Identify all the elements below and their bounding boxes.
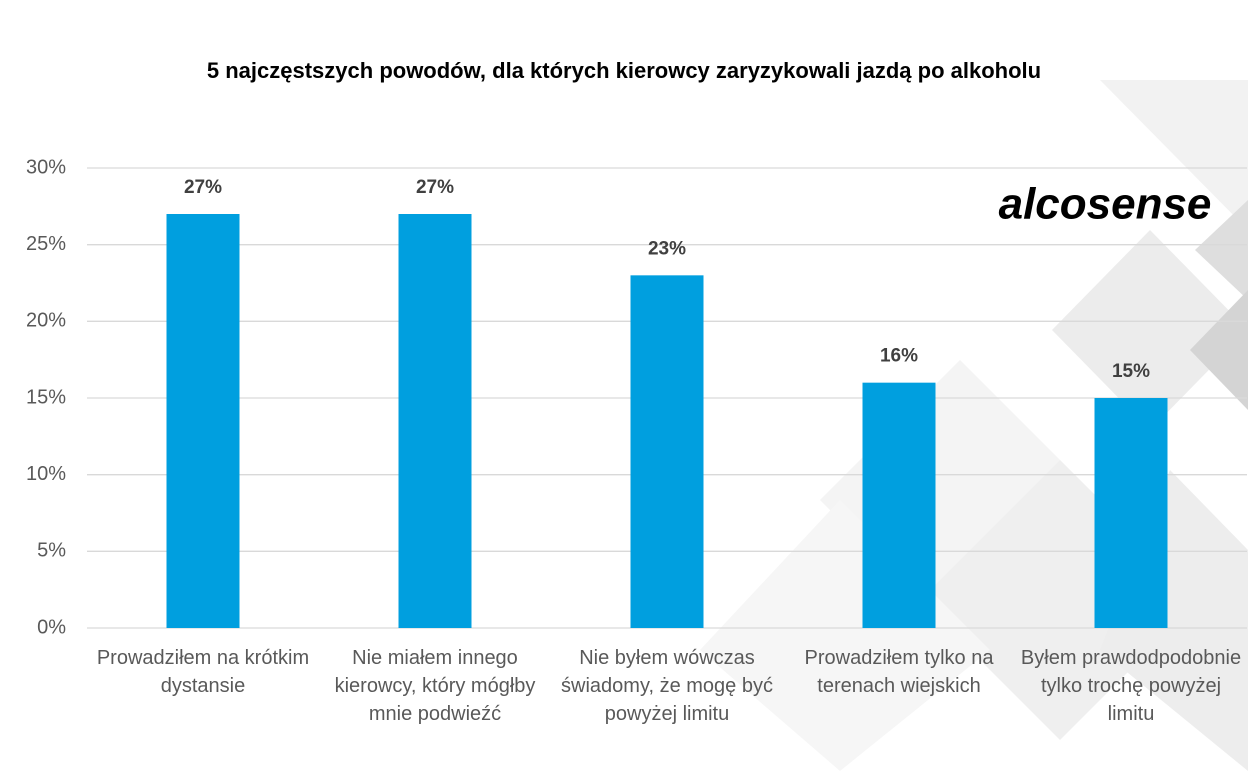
data-label: 16% (880, 346, 918, 367)
y-tick-label: 15% (26, 386, 66, 408)
data-label: 23% (648, 238, 686, 259)
bar (862, 382, 936, 628)
x-tick-label: Nie byłem wówczas świadomy, że mogę być … (561, 647, 773, 725)
y-tick-label: 25% (26, 233, 66, 255)
brand-logo: alcosense (999, 180, 1212, 229)
y-tick-label: 0% (37, 616, 66, 638)
data-label: 27% (416, 177, 454, 198)
y-tick-label: 30% (26, 156, 66, 178)
bar (398, 214, 472, 628)
chart-title: 5 najczęstszych powodów, dla których kie… (207, 58, 1041, 83)
y-tick-label: 5% (37, 540, 66, 562)
bar (1094, 398, 1168, 628)
x-tick-label: Prowadziłem tylko na terenach wiejskich (804, 647, 994, 697)
bar (166, 214, 240, 628)
x-tick-label: Byłem prawdodpodobnie tylko trochę powyż… (1020, 647, 1242, 725)
bar (630, 275, 704, 628)
x-tick-label: Nie miałem innego kierowcy, który mógłby… (334, 647, 536, 725)
data-label: 15% (1112, 361, 1150, 382)
y-tick-label: 10% (26, 463, 66, 485)
x-tick-label: Prowadziłem na krótkim dystansie (96, 647, 310, 697)
y-tick-label: 20% (26, 310, 66, 332)
data-label: 27% (184, 177, 222, 198)
